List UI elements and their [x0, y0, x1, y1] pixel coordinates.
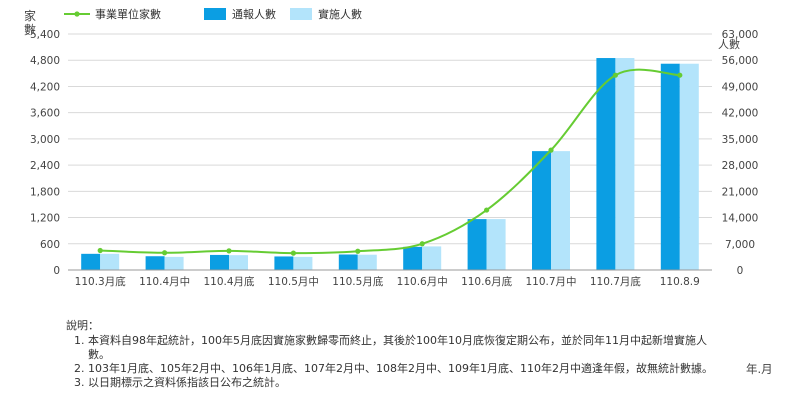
- x-tick-label: 110.6月中: [397, 275, 448, 288]
- bar: [532, 151, 551, 270]
- bar: [293, 256, 313, 270]
- bar: [164, 256, 184, 270]
- bar: [81, 253, 101, 270]
- legend-label: 實施人數: [318, 7, 362, 21]
- y-left-tick-label: 3,000: [30, 134, 60, 146]
- x-tick-label: 110.7月中: [525, 275, 576, 288]
- y-left-tick-label: 5,400: [30, 29, 60, 41]
- chart-legend: 事業單位家數 通報人數 實施人數: [64, 7, 362, 21]
- line-point: [677, 72, 683, 78]
- bar: [615, 58, 635, 271]
- bar: [338, 254, 358, 270]
- bar: [100, 253, 120, 270]
- y-right-unit: 人數: [718, 38, 740, 51]
- y-right-tick-label: 35,000: [722, 134, 759, 146]
- bar: [403, 246, 423, 270]
- bar: [660, 63, 680, 270]
- note-item: 103年1月底、105年2月中、106年1月底、107年2月中、108年2月中、…: [88, 362, 716, 376]
- note-item: 以日期標示之資料係指該日公布之統計。: [88, 376, 716, 390]
- line-point: [355, 248, 361, 254]
- notes-title: 說明：: [66, 319, 99, 332]
- chart-axes: 0 0 600 7,000 1,200 14,000 1,800 21,000 2,400 28,…: [30, 29, 758, 288]
- bar: [596, 58, 616, 271]
- y-left-tick-label: 2,400: [30, 160, 60, 172]
- y-left-tick-label: 4,800: [30, 55, 60, 67]
- y-left-unit-bottom: 數: [24, 23, 36, 37]
- line-point: [290, 250, 296, 256]
- y-left-tick-label: 600: [40, 239, 60, 251]
- y-right-tick-label: 21,000: [722, 186, 759, 198]
- line-point: [226, 248, 232, 254]
- x-tick-label: 110.3月底: [75, 275, 127, 288]
- bar: [145, 256, 165, 270]
- y-left-unit-top: 家: [24, 8, 36, 23]
- line-point: [612, 72, 619, 78]
- legend-label: 通報人數: [232, 8, 276, 21]
- bar: [486, 219, 506, 270]
- line-point: [548, 147, 554, 153]
- y-left-tick-label: 4,200: [30, 81, 60, 93]
- bar: [551, 151, 570, 270]
- legend-line-marker: [74, 11, 80, 17]
- x-axis-unit: 年.月: [746, 362, 773, 376]
- y-right-tick-label: 56,000: [722, 55, 759, 67]
- chart-bars: [81, 58, 699, 271]
- line-point: [97, 247, 103, 254]
- notes-section: 說明： 本資料自98年起統計，100年5月底因實施家數歸零而終止，其後於100年…: [66, 319, 716, 390]
- legend-swatch: [204, 8, 226, 20]
- bar: [210, 254, 229, 270]
- line-point: [484, 207, 490, 213]
- legend-swatch: [290, 8, 312, 20]
- y-left-tick-label: 1,200: [30, 213, 60, 225]
- line-series-path: [100, 68, 680, 255]
- bar: [422, 246, 442, 270]
- y-left-tick-label: 0: [53, 265, 60, 277]
- x-tick-label: 110.6月底: [461, 275, 513, 288]
- x-tick-label: 110.4月底: [203, 275, 255, 288]
- y-left-tick-label: 3,600: [30, 108, 60, 120]
- y-right-tick-label: 0: [737, 265, 744, 277]
- bar: [274, 256, 294, 270]
- y-right-tick-label: 49,000: [722, 81, 759, 93]
- y-right-tick-label: 14,000: [722, 213, 759, 225]
- bar: [229, 255, 248, 270]
- x-tick-label: 110.8.9: [660, 276, 700, 288]
- bar: [467, 219, 487, 270]
- note-item: 本資料自98年起統計，100年5月底因實施家數歸零而終止，其後於100年10月底…: [88, 334, 716, 362]
- y-right-tick-label: 63,000: [722, 29, 759, 41]
- chart-gridlines: [68, 33, 712, 245]
- y-right-tick-label: 7,000: [725, 239, 755, 251]
- x-tick-label: 110.4月中: [139, 275, 190, 288]
- bar: [357, 254, 377, 270]
- y-left-tick-label: 1,800: [30, 186, 60, 198]
- notes-list: 本資料自98年起統計，100年5月底因實施家數歸零而終止，其後於100年10月底…: [66, 334, 716, 390]
- x-tick-label: 110.7月底: [590, 275, 642, 288]
- line-point: [419, 241, 425, 247]
- x-tick-label: 110.5月底: [332, 275, 384, 288]
- y-right-tick-label: 42,000: [722, 108, 759, 120]
- legend-label: 事業單位家數: [95, 7, 161, 21]
- line-point: [162, 250, 168, 256]
- y-right-tick-label: 28,000: [722, 160, 759, 172]
- x-tick-label: 110.5月中: [268, 275, 319, 288]
- bar: [679, 63, 699, 270]
- chart-canvas: 事業單位家數 通報人數 實施人數 0 0 600 7,000 1,200 14,000 1,80…: [24, 7, 758, 288]
- chart-line: [97, 68, 683, 256]
